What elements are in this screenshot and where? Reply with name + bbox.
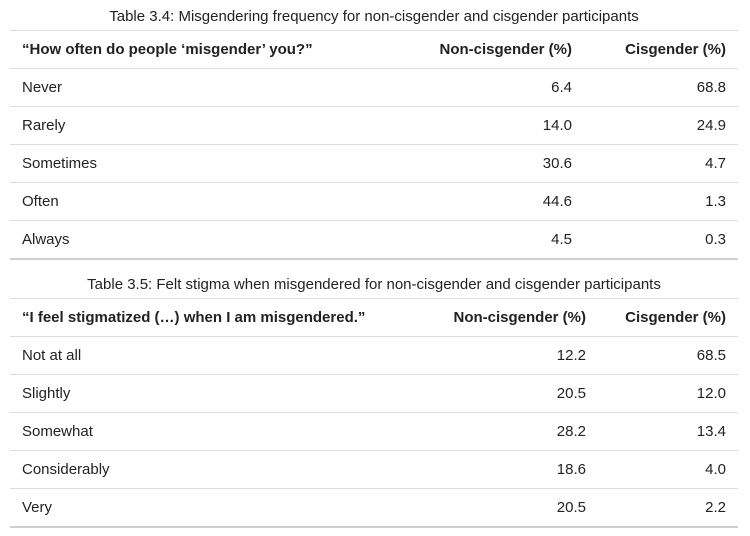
cisgender-value: 68.8 <box>584 68 738 107</box>
table-row: Never 6.4 68.8 <box>10 68 738 107</box>
cisgender-value: 24.9 <box>584 106 738 145</box>
table-row: Slightly 20.5 12.0 <box>10 374 738 413</box>
non-cisgender-value: 18.6 <box>424 450 598 489</box>
non-cisgender-value: 4.5 <box>410 220 584 260</box>
column-header-non-cisgender: Non-cisgender (%) <box>410 30 584 69</box>
table-caption: Table 3.5: Felt stigma when misgendered … <box>87 276 661 293</box>
non-cisgender-value: 30.6 <box>410 144 584 183</box>
row-label: Very <box>10 488 424 528</box>
row-label: Considerably <box>10 450 424 489</box>
table-row: Often 44.6 1.3 <box>10 182 738 221</box>
row-label: Not at all <box>10 336 424 375</box>
table-row: Considerably 18.6 4.0 <box>10 450 738 489</box>
column-header-cisgender: Cisgender (%) <box>598 298 738 337</box>
row-label: Sometimes <box>10 144 410 183</box>
table-felt-stigma: Table 3.5: Felt stigma when misgendered … <box>10 274 738 528</box>
row-label: Slightly <box>10 374 424 413</box>
table-row: Rarely 14.0 24.9 <box>10 106 738 145</box>
row-label: Never <box>10 68 410 107</box>
non-cisgender-value: 28.2 <box>424 412 598 451</box>
table-row: Always 4.5 0.3 <box>10 220 738 260</box>
table-row: Somewhat 28.2 13.4 <box>10 412 738 451</box>
column-header-non-cisgender: Non-cisgender (%) <box>424 298 598 337</box>
row-label: Always <box>10 220 410 260</box>
table-row: Very 20.5 2.2 <box>10 488 738 528</box>
table-row: Sometimes 30.6 4.7 <box>10 144 738 183</box>
row-label: Rarely <box>10 106 410 145</box>
cisgender-value: 4.0 <box>598 450 738 489</box>
non-cisgender-value: 12.2 <box>424 336 598 375</box>
non-cisgender-value: 20.5 <box>424 374 598 413</box>
table-row: Not at all 12.2 68.5 <box>10 336 738 375</box>
cisgender-value: 12.0 <box>598 374 738 413</box>
non-cisgender-value: 44.6 <box>410 182 584 221</box>
header-row: “How often do people ‘misgender’ you?” N… <box>10 30 738 69</box>
cisgender-value: 4.7 <box>584 144 738 183</box>
header-row: “I feel stigmatized (…) when I am misgen… <box>10 298 738 337</box>
column-header-question: “How often do people ‘misgender’ you?” <box>10 30 410 69</box>
non-cisgender-value: 20.5 <box>424 488 598 528</box>
cisgender-value: 0.3 <box>584 220 738 260</box>
cisgender-value: 2.2 <box>598 488 738 528</box>
table-misgendering-frequency: Table 3.4: Misgendering frequency for no… <box>10 6 738 260</box>
non-cisgender-value: 6.4 <box>410 68 584 107</box>
data-table: “How often do people ‘misgender’ you?” N… <box>10 30 738 260</box>
column-header-question: “I feel stigmatized (…) when I am misgen… <box>10 298 424 337</box>
cisgender-value: 68.5 <box>598 336 738 375</box>
column-header-cisgender: Cisgender (%) <box>584 30 738 69</box>
row-label: Somewhat <box>10 412 424 451</box>
row-label: Often <box>10 182 410 221</box>
cisgender-value: 1.3 <box>584 182 738 221</box>
data-table: “I feel stigmatized (…) when I am misgen… <box>10 298 738 528</box>
cisgender-value: 13.4 <box>598 412 738 451</box>
non-cisgender-value: 14.0 <box>410 106 584 145</box>
table-caption: Table 3.4: Misgendering frequency for no… <box>109 8 639 25</box>
